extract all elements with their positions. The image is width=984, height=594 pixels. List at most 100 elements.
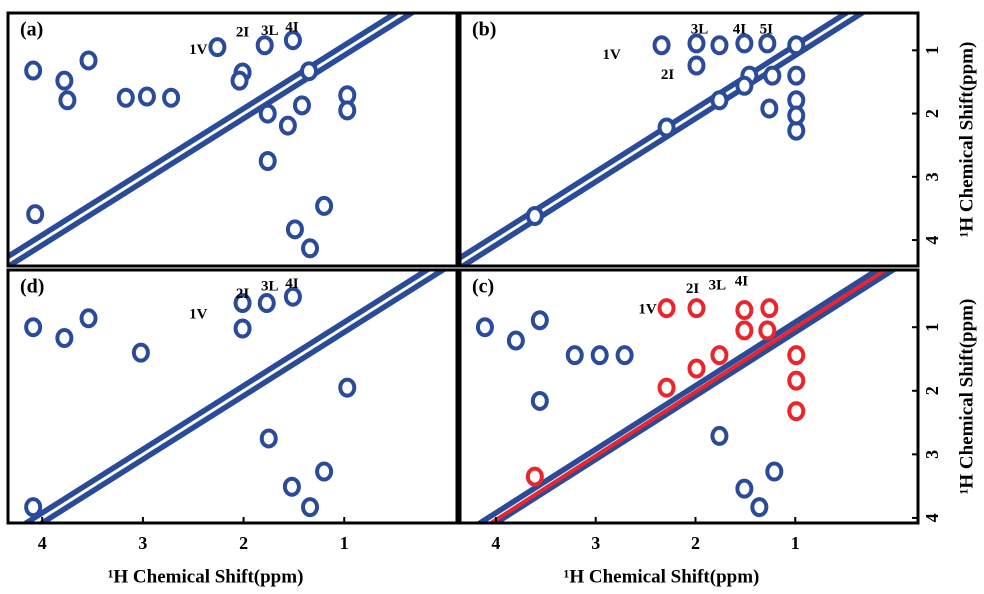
panel-frame xyxy=(6,11,459,268)
x-tick-label: 2 xyxy=(691,533,700,553)
peak xyxy=(590,345,609,366)
peak-label: 2I xyxy=(661,67,675,83)
peak xyxy=(24,317,43,338)
peak xyxy=(283,30,302,51)
x-tick-label: 3 xyxy=(138,533,147,553)
panel-label: (a) xyxy=(20,19,43,41)
diagonal xyxy=(460,13,868,266)
panel-frame xyxy=(458,268,920,525)
peak xyxy=(292,95,311,116)
peak xyxy=(760,98,779,119)
peak xyxy=(162,87,181,108)
panel: 1V 2I 3L 4I xyxy=(21,270,448,523)
y-tick-label: 3 xyxy=(922,450,942,459)
peak xyxy=(116,87,135,108)
peak xyxy=(506,330,525,351)
peak xyxy=(24,60,43,81)
peak-label: 3L xyxy=(709,277,727,293)
peak xyxy=(131,342,150,363)
peak-label: 3L xyxy=(261,23,279,39)
peak xyxy=(760,298,779,319)
y-tick-label: 1 xyxy=(922,323,942,332)
diagonal-inner xyxy=(8,13,407,264)
peak-label: 4I xyxy=(733,22,747,38)
peak-label: 1V xyxy=(602,47,621,63)
peak xyxy=(282,476,301,497)
peak xyxy=(787,35,806,56)
peak-label: 3L xyxy=(691,22,709,38)
peak-label: 2I xyxy=(236,25,250,41)
peak xyxy=(652,35,671,56)
peak xyxy=(710,35,729,56)
peak xyxy=(615,345,634,366)
panel-frame xyxy=(6,268,459,525)
panel-label: (b) xyxy=(472,19,496,41)
peak xyxy=(278,115,297,136)
peak-label: 1V xyxy=(189,42,208,58)
diagonal-inner xyxy=(31,270,438,523)
y-tick-label: 2 xyxy=(922,386,942,395)
peak xyxy=(283,286,302,307)
panel: 1V 2I 3L 4I 5I xyxy=(460,13,868,266)
peak-label: 4I xyxy=(285,276,299,292)
peak xyxy=(300,61,319,82)
y-tick-label: 3 xyxy=(922,172,942,181)
peak xyxy=(758,33,777,54)
peak xyxy=(233,318,252,339)
peak xyxy=(735,75,754,96)
peak xyxy=(687,33,706,54)
peak xyxy=(26,204,45,225)
x-axis-label: ¹H Chemical Shift(ppm) xyxy=(564,566,760,587)
peak xyxy=(787,370,806,391)
peak xyxy=(530,390,549,411)
y-tick-label: 4 xyxy=(922,236,942,245)
peak xyxy=(735,478,754,499)
peak-label: 2I xyxy=(686,281,700,297)
peak xyxy=(787,65,806,86)
peak xyxy=(787,105,806,126)
peak xyxy=(55,328,74,349)
peak-label: 1V xyxy=(189,307,208,323)
peak xyxy=(787,345,806,366)
peak xyxy=(315,461,334,482)
peak xyxy=(475,317,494,338)
peak xyxy=(255,35,274,56)
panel: 1V 2I 3L 4I xyxy=(8,13,417,266)
peak xyxy=(710,345,729,366)
peak xyxy=(301,238,320,259)
panel: 1V 2I 3L 4I xyxy=(474,270,899,523)
peak xyxy=(315,195,334,216)
x-tick-label: 4 xyxy=(491,533,500,553)
peak-label: 3L xyxy=(261,279,279,295)
peak xyxy=(525,466,544,487)
peak xyxy=(763,65,782,86)
x-tick-label: 1 xyxy=(340,533,349,553)
peak xyxy=(338,377,357,398)
diagonal xyxy=(8,13,417,266)
peak xyxy=(657,117,676,138)
panel-label: (c) xyxy=(472,276,494,298)
peak xyxy=(787,401,806,422)
y-tick-label: 4 xyxy=(922,513,942,522)
peak-label: 4I xyxy=(735,274,749,290)
peak xyxy=(137,86,156,107)
peak xyxy=(285,219,304,240)
peak xyxy=(233,293,252,314)
peak xyxy=(301,497,320,518)
peak xyxy=(765,461,784,482)
peak xyxy=(55,70,74,91)
peak xyxy=(259,428,278,449)
peak xyxy=(565,345,584,366)
peak xyxy=(687,358,706,379)
peak-label: 4I xyxy=(285,20,299,36)
peak xyxy=(258,151,277,172)
peak xyxy=(230,70,249,91)
peak xyxy=(79,308,98,329)
x-tick-label: 1 xyxy=(791,533,800,553)
x-tick-label: 4 xyxy=(38,533,47,553)
y-tick-label: 2 xyxy=(922,109,942,118)
peak xyxy=(208,37,227,58)
x-tick-label: 3 xyxy=(591,533,600,553)
peak xyxy=(257,293,276,314)
